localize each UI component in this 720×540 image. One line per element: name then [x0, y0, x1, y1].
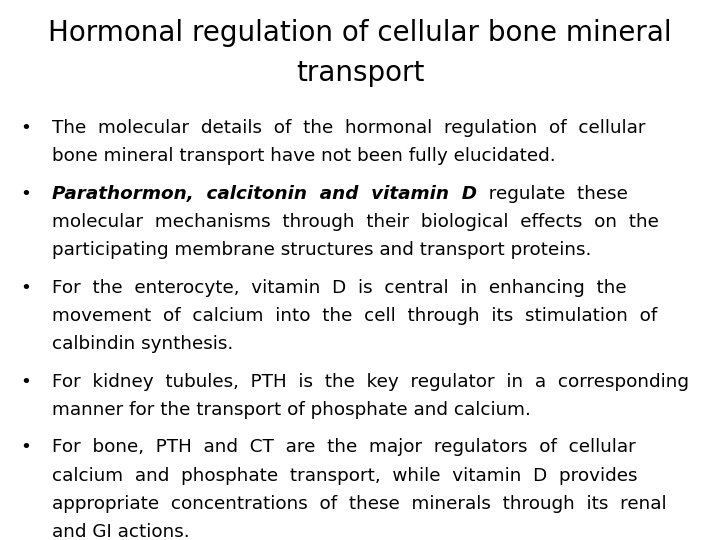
Text: For  bone,  PTH  and  CT  are  the  major  regulators  of  cellular: For bone, PTH and CT are the major regul…: [52, 438, 636, 456]
Text: •: •: [20, 185, 31, 202]
Text: manner for the transport of phosphate and calcium.: manner for the transport of phosphate an…: [52, 401, 531, 418]
Text: molecular  mechanisms  through  their  biological  effects  on  the: molecular mechanisms through their biolo…: [52, 213, 659, 231]
Text: regulate  these: regulate these: [477, 185, 628, 202]
Text: Hormonal regulation of cellular bone mineral: Hormonal regulation of cellular bone min…: [48, 19, 672, 47]
Text: Parathormon,  calcitonin  and  vitamin  D: Parathormon, calcitonin and vitamin D: [52, 185, 477, 202]
Text: transport: transport: [296, 59, 424, 87]
Text: and GI actions.: and GI actions.: [52, 523, 189, 540]
Text: The  molecular  details  of  the  hormonal  regulation  of  cellular: The molecular details of the hormonal re…: [52, 119, 645, 137]
Text: •: •: [20, 119, 31, 137]
Text: participating membrane structures and transport proteins.: participating membrane structures and tr…: [52, 241, 591, 259]
Text: calcium  and  phosphate  transport,  while  vitamin  D  provides: calcium and phosphate transport, while v…: [52, 467, 637, 484]
Text: •: •: [20, 373, 31, 390]
Text: movement  of  calcium  into  the  cell  through  its  stimulation  of: movement of calcium into the cell throug…: [52, 307, 657, 325]
Text: For  the  enterocyte,  vitamin  D  is  central  in  enhancing  the: For the enterocyte, vitamin D is central…: [52, 279, 626, 296]
Text: bone mineral transport have not been fully elucidated.: bone mineral transport have not been ful…: [52, 147, 555, 165]
Text: For  kidney  tubules,  PTH  is  the  key  regulator  in  a  corresponding: For kidney tubules, PTH is the key regul…: [52, 373, 689, 390]
Text: calbindin synthesis.: calbindin synthesis.: [52, 335, 233, 353]
Text: •: •: [20, 279, 31, 296]
Text: •: •: [20, 438, 31, 456]
Text: appropriate  concentrations  of  these  minerals  through  its  renal: appropriate concentrations of these mine…: [52, 495, 667, 512]
